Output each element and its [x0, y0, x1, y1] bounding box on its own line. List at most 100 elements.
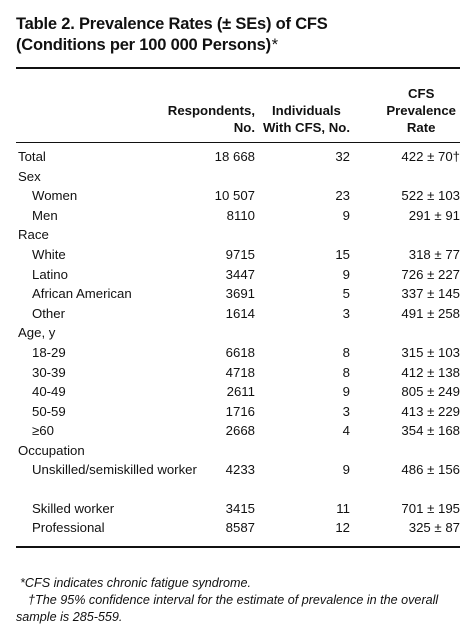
row-label: 18-29	[32, 345, 66, 360]
row-label: Skilled worker	[32, 500, 115, 516]
table-row: ≥60 2668 4 354 ± 168	[16, 421, 460, 441]
table-row: Other 1614 3 491 ± 258	[16, 304, 460, 324]
table-row: Latino 3447 9 726 ± 227	[16, 265, 460, 285]
cell-prevalence-rate: 522 ± 103	[401, 188, 460, 204]
cell-respondents: 18 668	[214, 149, 255, 164]
cell-prevalence-rate: 315 ± 103	[401, 345, 460, 360]
table-row: Professional 8587 12 325 ± 87	[16, 518, 460, 538]
header-rule	[16, 142, 460, 143]
table-row: 40-49 2611 9 805 ± 249	[16, 382, 460, 402]
header-individuals-line-1: Individuals	[272, 103, 341, 118]
row-label: Professional	[32, 520, 105, 536]
header-individuals-line-2: With CFS, No.	[262, 120, 350, 135]
row-label: Total	[18, 149, 46, 164]
cell-respondents: 4718	[225, 364, 255, 380]
cell-individuals: 3	[342, 305, 350, 321]
row-label: ≥60	[32, 423, 54, 439]
table-row: Unskilled/semiskilled worker 4233 9 486 ± 1…	[16, 461, 460, 497]
cell-prevalence-rate: 805 ± 249	[401, 384, 460, 400]
table-row: Race	[16, 225, 460, 245]
cell-individuals: 9	[342, 207, 350, 223]
header-prevalence-line-1: CFS	[407, 86, 435, 101]
row-label: 30-39	[32, 364, 66, 380]
table-row: Occupation	[16, 441, 460, 461]
footnotes: *CFS indicates chronic fatigue syndrome.…	[16, 575, 466, 626]
cell-respondents: 2668	[225, 423, 255, 439]
header-prevalence: CFS Prevalence Rate	[386, 85, 456, 136]
table-title: Table 2. Prevalence Rates (± SEs) of CFS…	[16, 14, 464, 56]
cell-individuals: 8	[342, 364, 350, 380]
cell-individuals: 8	[342, 345, 350, 360]
table-row: 50-59 1716 3 413 ± 229	[16, 402, 460, 422]
cell-individuals: 32	[335, 149, 350, 164]
header-prevalence-line-3: Rate	[406, 120, 436, 135]
cell-individuals: 11	[336, 500, 350, 516]
cell-prevalence-rate: 325 ± 87	[408, 520, 460, 536]
cell-prevalence-rate: 701 ± 195	[401, 500, 460, 516]
table-row: 30-39 4718 8 412 ± 138	[16, 363, 460, 383]
cell-prevalence-rate: 337 ± 145	[401, 286, 460, 302]
cell-respondents: 2611	[226, 384, 255, 400]
row-label: Race	[18, 227, 49, 243]
table-row: Sex	[16, 167, 460, 187]
cell-prevalence-rate: 354 ± 168	[401, 423, 460, 439]
top-rule	[16, 67, 460, 69]
cell-respondents: 3415	[225, 500, 255, 516]
table-row: Total 18 668 32 422 ± 70†	[16, 147, 460, 167]
cell-individuals: 9	[342, 461, 350, 477]
cell-respondents: 1614	[225, 305, 255, 321]
cell-prevalence-rate: 318 ± 77	[408, 247, 460, 262]
row-label: Unskilled/semiskilled worker	[32, 461, 197, 477]
table-title-line-2: (Conditions per 100 000 Persons)*	[16, 35, 464, 56]
table-row: Women 10 507 23 522 ± 103	[16, 186, 460, 206]
table-row: Men 8110 9 291 ± 91	[16, 206, 460, 226]
footnote-confidence-interval: †The 95% confidence interval for the est…	[16, 593, 439, 624]
cell-individuals: 4	[342, 423, 350, 439]
cell-individuals: 23	[335, 188, 350, 204]
cell-respondents: 6618	[225, 345, 255, 360]
cell-respondents: 1716	[225, 403, 255, 419]
header-individuals: Individuals With CFS, No.	[263, 102, 350, 136]
cell-prevalence-rate: 413 ± 229	[401, 403, 460, 419]
row-label: 40-49	[32, 384, 66, 400]
table-title-line-2-text: (Conditions per 100 000 Persons)	[16, 36, 271, 54]
row-label: 50-59	[32, 403, 66, 419]
row-label: Age, y	[18, 325, 56, 341]
cell-individuals: 3	[342, 403, 350, 419]
cell-prevalence-rate: 422 ± 70†	[401, 149, 460, 164]
cell-respondents: 3691	[225, 286, 255, 302]
header-respondents-line-1: Respondents,	[167, 103, 255, 118]
row-label: Men	[32, 207, 58, 223]
table-row: Age, y	[16, 323, 460, 343]
header-prevalence-line-2: Prevalence	[386, 103, 456, 118]
row-label: Sex	[18, 168, 41, 184]
row-label: White	[32, 247, 66, 262]
cell-respondents: 9715	[225, 247, 255, 262]
header-respondents: Respondents, No.	[168, 102, 255, 136]
cell-individuals: 15	[335, 247, 350, 262]
cell-individuals: 5	[342, 286, 350, 302]
cell-respondents: 8587	[225, 520, 255, 536]
cell-respondents: 8110	[226, 207, 255, 223]
table-row: White 9715 15 318 ± 77	[16, 245, 460, 265]
table-row: African American 3691 5 337 ± 145	[16, 284, 460, 304]
cell-individuals: 9	[342, 266, 350, 282]
header-respondents-line-2: No.	[233, 120, 255, 135]
cell-prevalence-rate: 291 ± 91	[408, 207, 460, 223]
table-row: 18-29 6618 8 315 ± 103	[16, 343, 460, 363]
footnote-abbreviation: *CFS indicates chronic fatigue syndrome.	[20, 576, 251, 590]
bottom-rule	[16, 546, 460, 548]
cell-prevalence-rate: 486 ± 156	[401, 461, 460, 477]
row-label: Other	[32, 305, 65, 321]
cell-respondents: 10 507	[214, 188, 255, 204]
row-label: Women	[32, 188, 78, 204]
table-row: Skilled worker 3415 11 701 ± 195	[16, 499, 460, 519]
footnote-marker: *	[270, 36, 278, 54]
cell-individuals: 12	[335, 520, 350, 536]
cell-prevalence-rate: 726 ± 227	[401, 266, 460, 282]
cell-individuals: 9	[342, 384, 350, 400]
row-label: Occupation	[18, 443, 85, 458]
cell-prevalence-rate: 491 ± 258	[401, 305, 460, 321]
cell-prevalence-rate: 412 ± 138	[401, 364, 460, 380]
row-label: Latino	[32, 266, 68, 282]
